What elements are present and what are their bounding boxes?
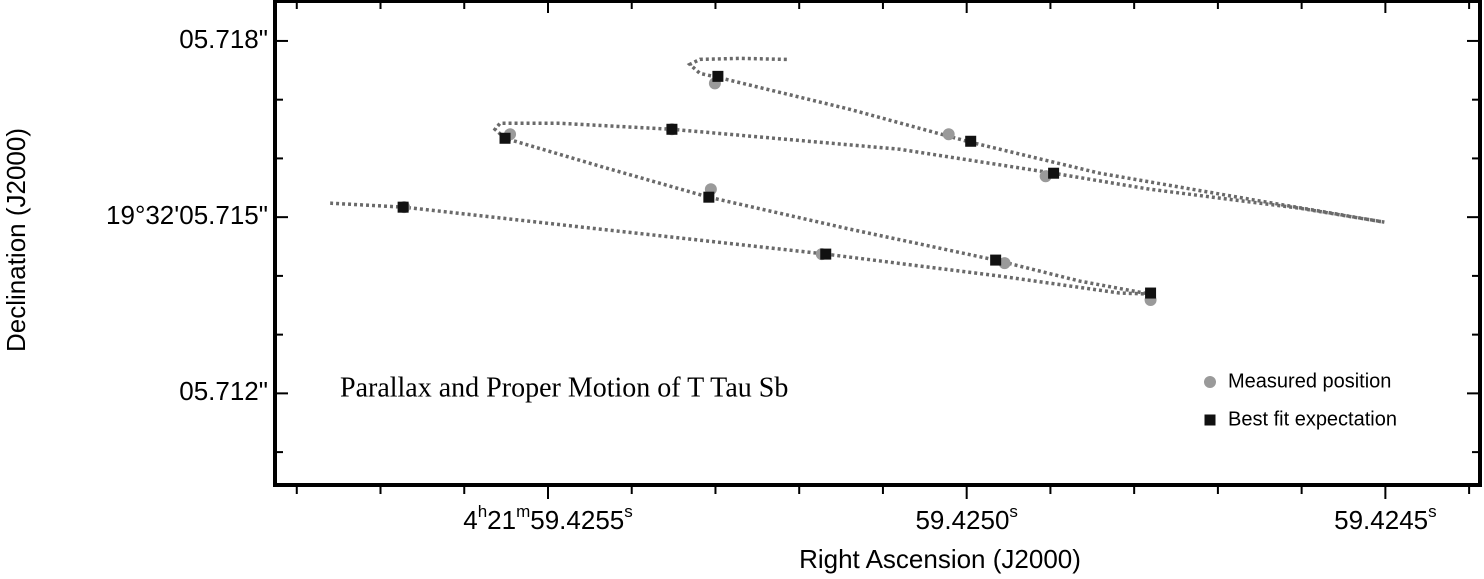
fit-point	[965, 135, 977, 147]
fit-point	[1048, 167, 1060, 179]
y-tick-label: 05.718"	[179, 24, 268, 54]
x-tick-label: 59.4245s	[1334, 502, 1436, 535]
x-tick-label: 59.4250s	[915, 502, 1017, 535]
fit-point	[666, 123, 678, 135]
x-tick-label: 4h21m59.4255s	[463, 502, 633, 535]
x-axis-label: Right Ascension (J2000)	[799, 544, 1081, 574]
y-tick-label: 05.712"	[179, 376, 268, 406]
plot-frame	[273, 0, 1482, 487]
fit-point	[703, 191, 715, 203]
legend-label: Best fit expectation	[1228, 408, 1397, 430]
trajectory	[330, 56, 1385, 296]
y-tick-label: 19°32'05.715"	[106, 200, 268, 230]
fit-point	[1145, 287, 1157, 299]
legend-marker	[1204, 414, 1216, 426]
legend-marker	[1204, 376, 1216, 388]
fit-point	[712, 70, 724, 82]
measured-point	[942, 128, 955, 141]
y-axis-label: Declination (J2000)	[1, 128, 31, 352]
fit-point	[820, 248, 832, 260]
fit-point	[990, 254, 1002, 266]
fit-point	[499, 132, 511, 144]
measured-point	[998, 257, 1011, 270]
annotation: Parallax and Proper Motion of T Tau Sb	[340, 372, 788, 403]
legend-label: Measured position	[1228, 370, 1391, 392]
fit-point	[397, 201, 409, 213]
